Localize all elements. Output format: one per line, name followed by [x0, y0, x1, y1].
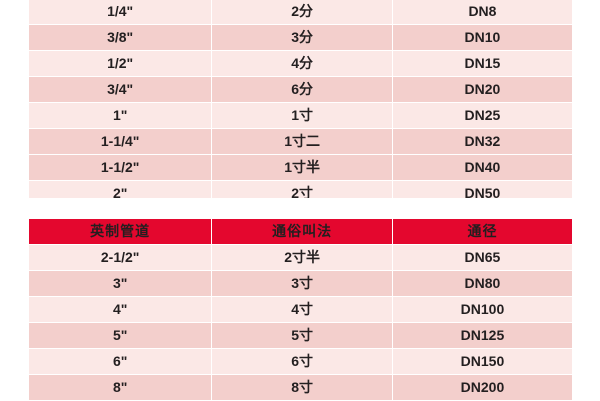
table-row: 5" 5寸 DN125	[27, 322, 574, 349]
cell-imperial: 1-1/4"	[27, 128, 213, 155]
cell-imperial: 6"	[27, 348, 213, 375]
table-row: 1-1/2" 1寸半 DN40	[27, 154, 574, 181]
cell-imperial: 3"	[27, 270, 213, 297]
cell-common-name: 1寸	[211, 102, 393, 129]
cell-common-name: 3分	[211, 24, 393, 51]
cell-nominal-diameter: DN125	[391, 322, 574, 349]
table-row: 3/4" 6分 DN20	[27, 76, 574, 103]
cell-nominal-diameter: DN150	[391, 348, 574, 375]
table-top: 1/4" 2分 DN8 3/8" 3分 DN10 1/2" 4分 DN15 3/…	[27, 0, 574, 207]
cell-common-name: 2分	[211, 0, 393, 25]
cell-common-name: 2寸半	[211, 244, 393, 271]
table-bottom: 英制管道 通俗叫法 通径 2-1/2" 2寸半 DN65 3" 3寸 DN80 …	[27, 218, 574, 401]
cell-nominal-diameter: DN25	[391, 102, 574, 129]
cell-common-name: 6分	[211, 76, 393, 103]
table-row: 2-1/2" 2寸半 DN65	[27, 244, 574, 271]
cell-nominal-diameter: DN10	[391, 24, 574, 51]
cell-nominal-diameter: DN100	[391, 296, 574, 323]
cell-nominal-diameter: DN65	[391, 244, 574, 271]
pipe-size-table-top: 1/4" 2分 DN8 3/8" 3分 DN10 1/2" 4分 DN15 3/…	[27, 0, 574, 207]
cell-imperial: 1-1/2"	[27, 154, 213, 181]
cell-nominal-diameter: DN200	[391, 374, 574, 401]
cell-common-name: 5寸	[211, 322, 393, 349]
cell-imperial: 1/2"	[27, 50, 213, 77]
table-row: 6" 6寸 DN150	[27, 348, 574, 375]
table-row: 1/4" 2分 DN8	[27, 0, 574, 25]
cell-imperial: 8"	[27, 374, 213, 401]
header-imperial-pipe: 英制管道	[27, 218, 213, 245]
cell-imperial: 3/8"	[27, 24, 213, 51]
table-separator	[0, 198, 600, 218]
cell-imperial: 3/4"	[27, 76, 213, 103]
cell-nominal-diameter: DN32	[391, 128, 574, 155]
cell-common-name: 3寸	[211, 270, 393, 297]
table-row: 3/8" 3分 DN10	[27, 24, 574, 51]
pipe-size-table-bottom: 英制管道 通俗叫法 通径 2-1/2" 2寸半 DN65 3" 3寸 DN80 …	[27, 218, 574, 401]
header-nominal-diameter: 通径	[391, 218, 574, 245]
cell-nominal-diameter: DN8	[391, 0, 574, 25]
table-row: 3" 3寸 DN80	[27, 270, 574, 297]
right-margin	[572, 0, 600, 400]
table-header-row: 英制管道 通俗叫法 通径	[27, 218, 574, 245]
table-row: 8" 8寸 DN200	[27, 374, 574, 401]
table-row: 1-1/4" 1寸二 DN32	[27, 128, 574, 155]
cell-nominal-diameter: DN80	[391, 270, 574, 297]
cell-common-name: 6寸	[211, 348, 393, 375]
left-margin	[0, 0, 28, 400]
table-row: 1/2" 4分 DN15	[27, 50, 574, 77]
cell-imperial: 2-1/2"	[27, 244, 213, 271]
cell-nominal-diameter: DN40	[391, 154, 574, 181]
cell-common-name: 4分	[211, 50, 393, 77]
cell-nominal-diameter: DN15	[391, 50, 574, 77]
cell-imperial: 1"	[27, 102, 213, 129]
cell-imperial: 5"	[27, 322, 213, 349]
cell-common-name: 1寸半	[211, 154, 393, 181]
table-row: 4" 4寸 DN100	[27, 296, 574, 323]
header-common-name: 通俗叫法	[211, 218, 393, 245]
cell-common-name: 1寸二	[211, 128, 393, 155]
cell-nominal-diameter: DN20	[391, 76, 574, 103]
cell-imperial: 4"	[27, 296, 213, 323]
cell-common-name: 4寸	[211, 296, 393, 323]
cell-imperial: 1/4"	[27, 0, 213, 25]
table-row: 1" 1寸 DN25	[27, 102, 574, 129]
cell-common-name: 8寸	[211, 374, 393, 401]
